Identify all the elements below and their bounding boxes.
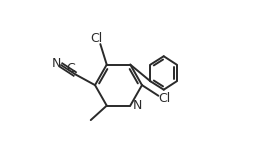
Text: C: C [66,62,74,75]
Text: N: N [52,57,61,70]
Text: N: N [133,99,142,112]
Text: Cl: Cl [158,92,170,105]
Text: Cl: Cl [90,32,102,45]
